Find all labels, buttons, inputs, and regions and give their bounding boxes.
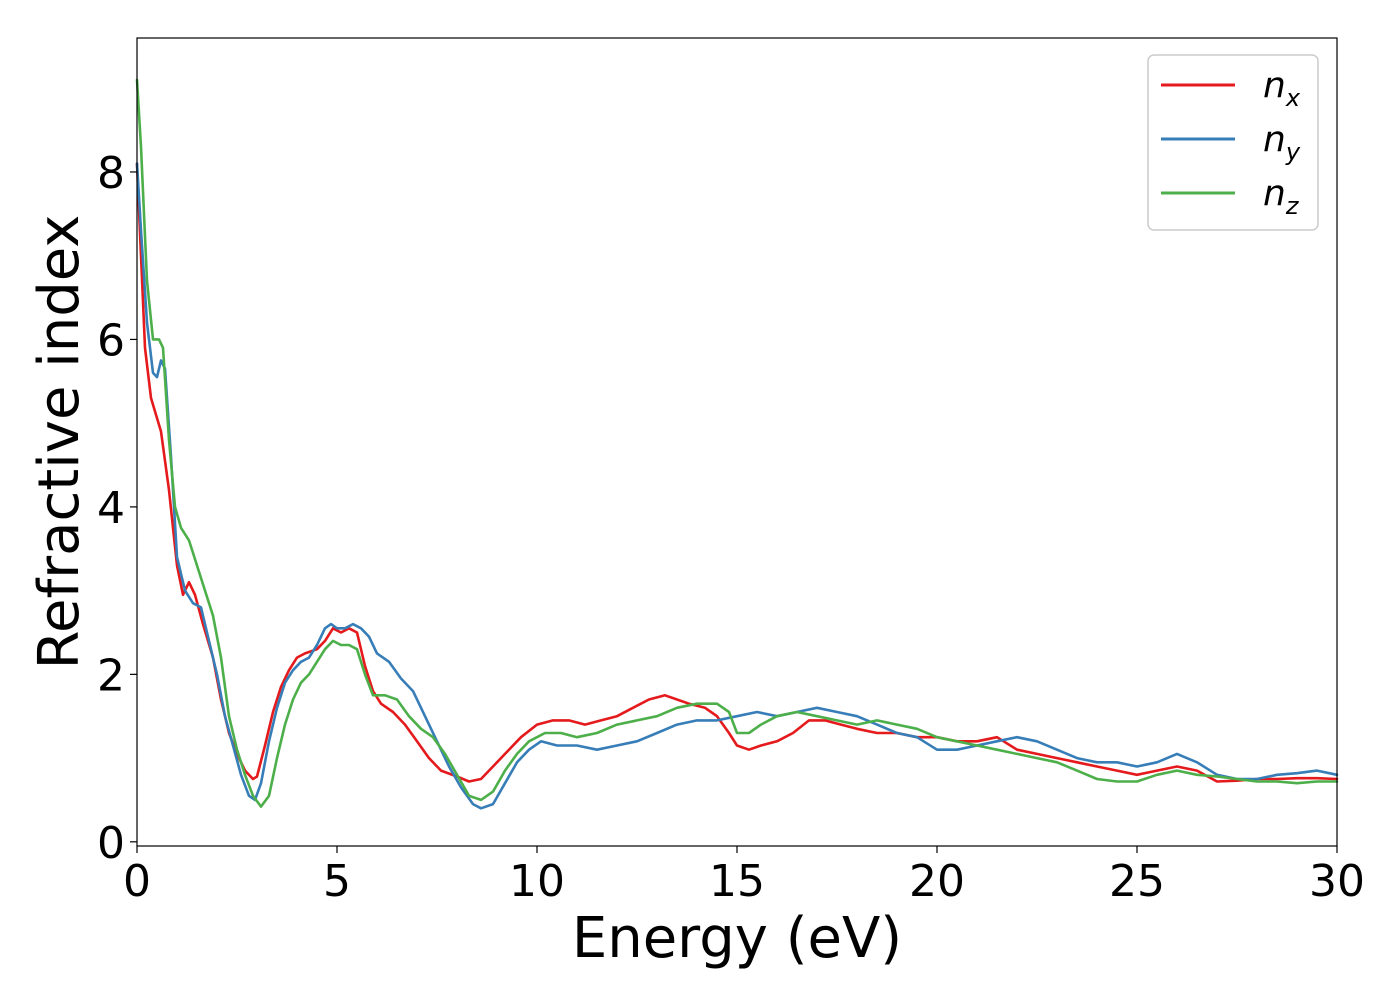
series-layer — [135, 78, 1339, 810]
y-tick-label: 0 — [97, 818, 125, 869]
x-tick-label: 0 — [123, 856, 151, 907]
x-tick-label: 20 — [909, 856, 965, 907]
y-tick-label: 2 — [97, 650, 125, 701]
series-line-n-x — [135, 162, 1339, 783]
legend-box — [1147, 54, 1319, 231]
x-tick-label: 15 — [709, 856, 765, 907]
y-axis-label: Refractive index — [27, 215, 92, 670]
series-line-n-y — [135, 162, 1339, 810]
series-line-n-z — [135, 78, 1339, 808]
y-tick-label: 8 — [97, 148, 125, 199]
y-tick-label: 6 — [97, 315, 125, 366]
x-tick-label: 30 — [1309, 856, 1365, 907]
y-tick-label: 4 — [97, 483, 125, 534]
ticks-layer: 0 5 10 15 20 25 30 0 2 4 6 8 — [97, 148, 1365, 907]
legend-label-x: nx — [1263, 65, 1301, 112]
legend-label-y: ny — [1263, 119, 1301, 166]
x-tick-label: 25 — [1109, 856, 1165, 907]
x-tick-label: 5 — [323, 856, 351, 907]
x-axis-label: Energy (eV) — [572, 906, 902, 971]
x-tick-label: 10 — [509, 856, 565, 907]
